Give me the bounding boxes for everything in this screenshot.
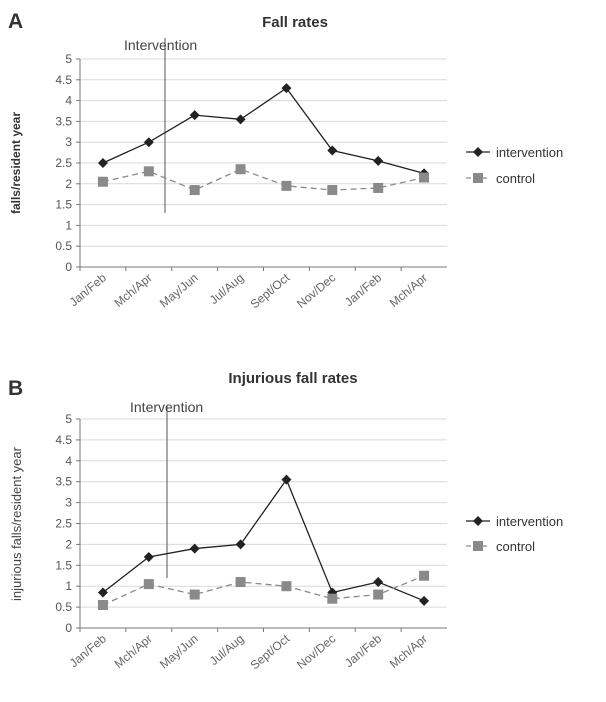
panel-a-xtick-label: Jan/Feb	[67, 270, 109, 309]
panel-b-series-control-point	[143, 579, 154, 590]
panel-a-ytick-label: 3	[65, 135, 72, 149]
panel-b-xtick-label: May/Jun	[157, 632, 201, 672]
panel-a-ytick-label: 1.5	[55, 198, 72, 212]
panel-b-ytick-label: 0.5	[55, 600, 72, 614]
panel-b-xtick-label: Jul/Aug	[207, 632, 247, 668]
panel-a-xtick-label: Jul/Aug	[207, 271, 247, 307]
panel-a-ytick-label: 0	[65, 260, 72, 274]
panel-a-series-intervention-point	[235, 114, 246, 125]
panel-b-series-intervention-point	[97, 587, 108, 598]
panel-b-series-intervention-point	[143, 551, 154, 562]
panel-b-legend-intervention-label: intervention	[496, 514, 563, 529]
panel-b-series-intervention-line	[102, 478, 425, 602]
panel-a: A Fall rates 0 0.5 1 1.5 2 2.5 3 3.5 4 4.5 5 Jan/Fe…	[8, 10, 563, 311]
panel-a-intervention-label: Intervention	[124, 37, 197, 53]
panel-b-series-intervention-point	[419, 595, 430, 606]
panel-b-ytick-label: 2.5	[55, 517, 72, 531]
panel-b-xtick-label: Sept/Oct	[248, 631, 293, 672]
panel-a-series-intervention-point	[143, 137, 154, 148]
panel-b-title: Injurious fall rates	[228, 370, 357, 387]
panel-a-ytick-label: 2.5	[55, 156, 72, 170]
panel-b-ytick-label: 4.5	[55, 433, 72, 447]
panel-a-legend-intervention-label: intervention	[496, 145, 563, 160]
panel-a-series-intervention-point	[327, 145, 338, 156]
panel-b-ytick-label: 1	[65, 579, 72, 593]
panel-a-series-intervention-point	[281, 83, 292, 94]
panel-a-series-control-point	[373, 182, 384, 193]
panel-b-legend-intervention-marker	[473, 516, 483, 526]
panel-b-xtick-label: Mch/Apr	[387, 632, 430, 671]
panel-a-series-control-point	[327, 185, 338, 196]
panel-a-letter: A	[8, 10, 23, 33]
panel-b-ytick-label: 4	[65, 454, 72, 468]
panel-b-xtick-label: Nov/Dec	[294, 632, 338, 672]
panel-a-ytick-label: 3.5	[55, 114, 72, 128]
panel-b: B Injurious fall rates 0 0.5 1 1.5 2 2.5 3 3.5 4…	[8, 370, 563, 672]
panel-a-series-control-point	[419, 172, 430, 183]
panel-a-series-intervention-line	[102, 87, 425, 175]
panel-b-xtick-label: Mch/Apr	[112, 632, 155, 671]
panel-b-series-control-point	[189, 589, 200, 600]
panel-b-ytick-label: 3.5	[55, 475, 72, 489]
panel-a-ytick-label: 5	[65, 52, 72, 66]
panel-a-series-control-point	[189, 185, 200, 196]
panel-a-series-intervention-point	[189, 110, 200, 121]
panel-a-ytick-label: 4.5	[55, 73, 72, 87]
panel-b-series-control-point	[327, 593, 338, 604]
panel-b-series-intervention-point	[235, 539, 246, 550]
panel-b-series-intervention-point	[281, 474, 292, 485]
panel-b-legend-control-marker	[473, 541, 483, 551]
panel-b-ytick-label: 2	[65, 537, 72, 551]
panel-b-series-control-point	[281, 581, 292, 592]
panel-a-xtick-label: Mch/Apr	[387, 271, 430, 310]
panel-a-series-control-point	[97, 176, 108, 187]
panel-b-series-control-point	[373, 589, 384, 600]
panel-b-ytick-label: 0	[65, 621, 72, 635]
panel-b-xtick-label: Jan/Feb	[342, 631, 384, 670]
panel-a-ytick-label: 4	[65, 94, 72, 108]
panel-a-series-intervention-point	[97, 158, 108, 168]
panel-b-series-control-point	[419, 570, 430, 581]
panel-b-intervention-label: Intervention	[130, 399, 203, 415]
panel-a-ytick-label: 1	[65, 218, 72, 232]
panel-a-series-control-point	[281, 180, 292, 191]
panel-b-series-intervention-point	[189, 543, 200, 554]
panel-b-series-control-point	[97, 600, 108, 611]
panel-b-ytick-label: 5	[65, 412, 72, 426]
panel-a-series-control-line	[102, 168, 425, 191]
panel-b-series-control-point	[235, 577, 246, 588]
panel-a-title: Fall rates	[262, 14, 328, 31]
panel-a-ylabel: falls/resident year	[9, 112, 23, 214]
panel-a-xtick-label: Mch/Apr	[112, 271, 155, 310]
panel-a-legend-intervention-marker	[473, 147, 483, 157]
panel-a-series-intervention-point	[373, 155, 384, 166]
panel-a-xtick-label: Jan/Feb	[342, 270, 384, 309]
panel-a-xtick-label: Nov/Dec	[294, 271, 338, 311]
panel-a-xtick-label: Sept/Oct	[248, 270, 293, 311]
panel-a-ytick-label: 2	[65, 177, 72, 191]
panel-a-xtick-label: May/Jun	[157, 271, 201, 311]
panel-b-letter: B	[8, 377, 23, 400]
panel-a-legend-control-label: control	[496, 171, 535, 186]
panel-b-xtick-label: Jan/Feb	[67, 631, 109, 670]
panel-b-legend-control-label: control	[496, 539, 535, 554]
panel-a-series-control-point	[143, 166, 154, 177]
panel-a-series-control-point	[235, 164, 246, 175]
panel-a-ytick-label: 0.5	[55, 239, 72, 253]
panel-a-legend-control-marker	[473, 173, 483, 183]
panel-b-ylabel: injurious falls/resident year	[9, 446, 24, 601]
panel-b-ytick-label: 3	[65, 496, 72, 510]
panel-b-ytick-label: 1.5	[55, 558, 72, 572]
panel-b-series-intervention-point	[373, 577, 384, 588]
